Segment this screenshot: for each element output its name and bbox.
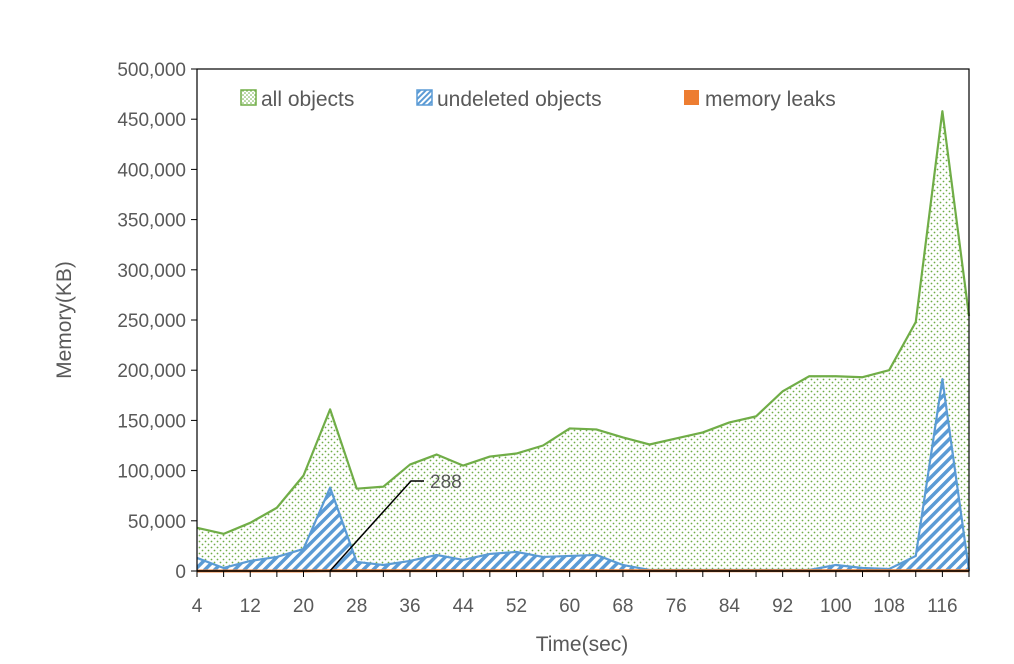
- x-tick-label: 68: [612, 596, 633, 617]
- x-tick-label: 116: [927, 596, 957, 617]
- annotation: 288: [329, 472, 462, 572]
- x-tick-label: 76: [666, 596, 687, 617]
- y-axis-title: Memory(KB): [53, 261, 76, 379]
- legend: all objects undeleted objects memory lea…: [240, 88, 836, 111]
- x-tick-label: 4: [192, 596, 203, 617]
- y-tick-label: 100,000: [117, 462, 186, 483]
- x-tick-label: 92: [772, 596, 793, 617]
- area-all-objects: [197, 111, 969, 572]
- x-tick-label: 36: [399, 596, 420, 617]
- x-tick-label: 52: [506, 596, 527, 617]
- legend-label-undeleted-objects: undeleted objects: [437, 88, 602, 111]
- y-tick-label: 400,000: [117, 160, 186, 181]
- x-tick-label: 84: [719, 596, 741, 617]
- y-tick-label: 350,000: [117, 211, 186, 232]
- x-tick-label: 28: [346, 596, 367, 617]
- x-tick-label: 100: [820, 596, 852, 617]
- y-tick-label: 250,000: [117, 311, 186, 332]
- y-tick-label: 50,000: [128, 512, 186, 533]
- y-tick-label: 150,000: [117, 411, 186, 432]
- legend-item-undeleted-objects: undeleted objects: [416, 88, 602, 111]
- x-axis-title: Time(sec): [536, 633, 629, 656]
- legend-label-memory-leaks: memory leaks: [705, 88, 836, 111]
- y-tick-label: 300,000: [117, 261, 186, 282]
- annotation-leader-line: [329, 480, 424, 572]
- legend-label-all-objects: all objects: [261, 88, 354, 111]
- y-tick-label: 200,000: [117, 361, 186, 382]
- y-axis-ticks: 0 50,000 100,000 150,000 200,000 250,000 300,0…: [117, 60, 197, 583]
- series-areas: [197, 111, 969, 572]
- legend-swatch-memory-leaks: [684, 90, 699, 105]
- x-tick-label: 20: [293, 596, 314, 617]
- y-tick-label: 0: [175, 562, 186, 583]
- x-tick-label: 12: [240, 596, 261, 617]
- legend-swatch-all-objects: [240, 89, 257, 106]
- legend-item-memory-leaks: memory leaks: [684, 88, 836, 111]
- line-all-objects: [196, 110, 971, 535]
- x-axis-ticks: 4 12 20 28 36 44 52 60 68 76 84 92 100 108 116: [192, 571, 970, 617]
- y-tick-label: 500,000: [117, 60, 186, 81]
- line-undeleted-objects: [196, 378, 971, 572]
- legend-swatch-undeleted-objects: [416, 89, 433, 106]
- annotation-label: 288: [430, 472, 462, 493]
- x-tick-label: 60: [559, 596, 580, 617]
- x-tick-label: 44: [453, 596, 475, 617]
- x-tick-label: 108: [873, 596, 905, 617]
- y-tick-label: 450,000: [117, 110, 186, 131]
- legend-item-all-objects: all objects: [240, 88, 354, 111]
